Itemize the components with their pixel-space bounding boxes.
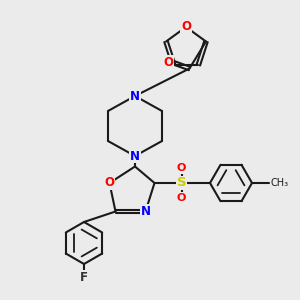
Text: S: S <box>177 176 186 190</box>
Text: O: O <box>181 20 191 34</box>
Text: F: F <box>80 271 88 284</box>
Text: O: O <box>164 56 173 69</box>
Text: N: N <box>130 89 140 103</box>
Text: O: O <box>177 163 186 173</box>
Text: O: O <box>177 193 186 203</box>
Text: N: N <box>140 205 151 218</box>
Text: N: N <box>130 149 140 163</box>
Text: O: O <box>104 176 115 190</box>
Text: CH₃: CH₃ <box>270 178 288 188</box>
